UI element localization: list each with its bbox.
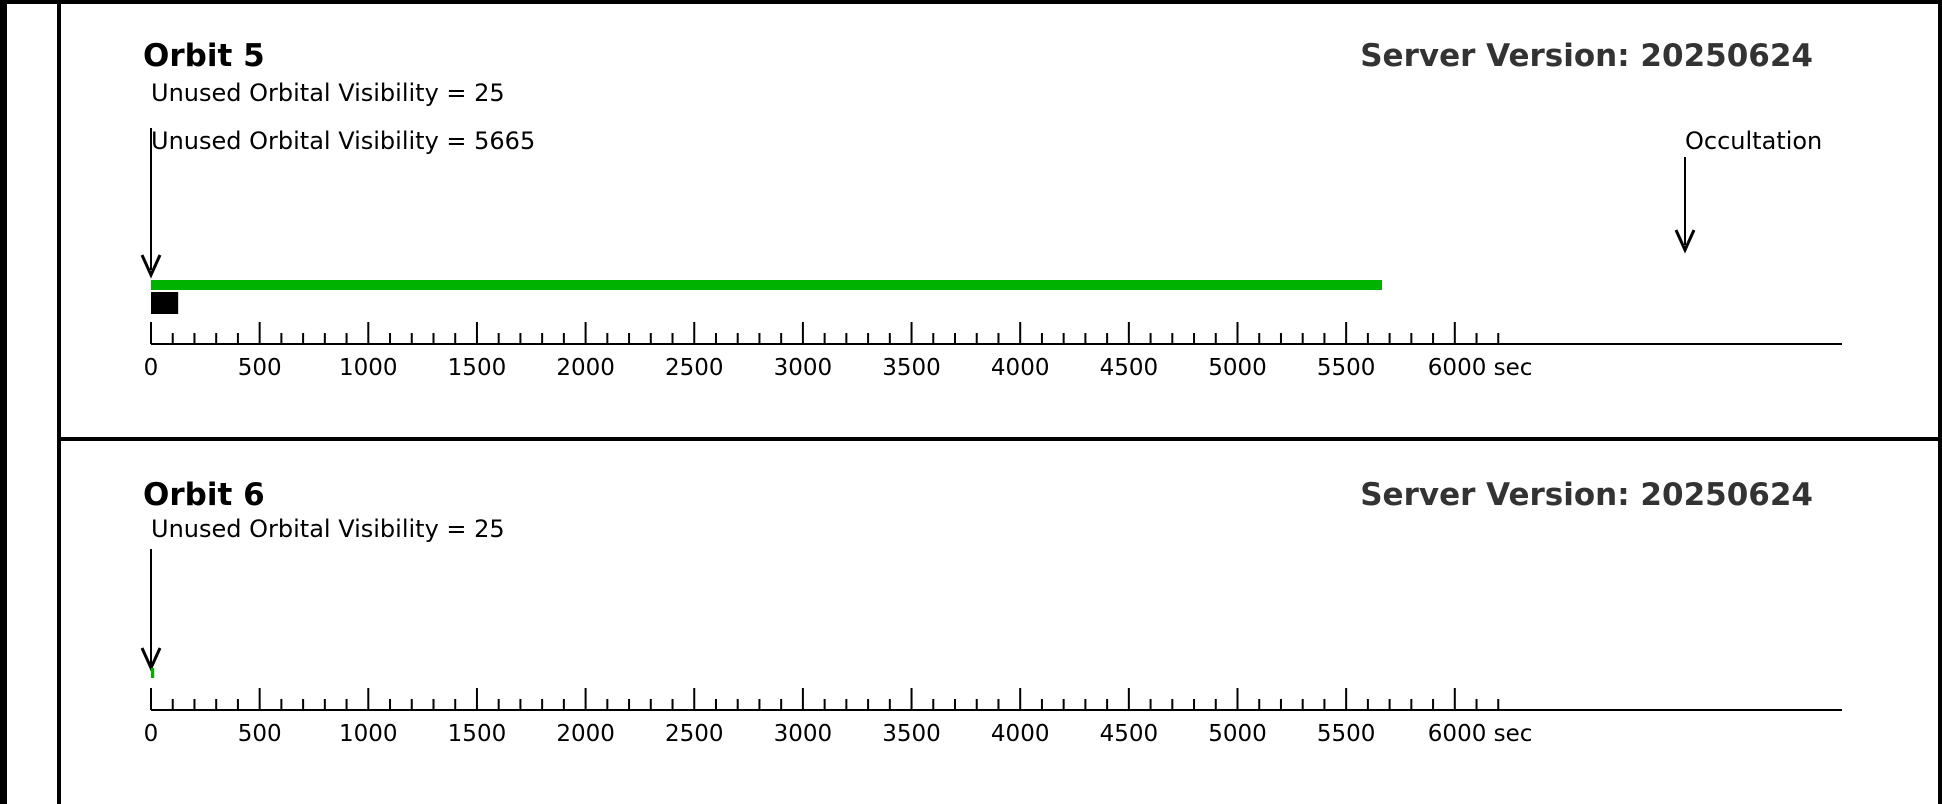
orbit-title: Orbit 6	[143, 477, 265, 513]
tick-label: 4000	[991, 355, 1050, 381]
tick-label: 1500	[448, 721, 507, 747]
orbit-title: Orbit 5	[143, 38, 265, 74]
tick-label: 3000	[774, 721, 833, 747]
visibility-green-bar	[151, 280, 1383, 290]
tick-label: 1000	[339, 721, 398, 747]
tick-label: 500	[238, 355, 282, 381]
occultation-arrow-head	[1674, 229, 1696, 254]
orbit-6-panel: Orbit 6 Server Version: 20250624 Unused …	[140, 477, 1842, 747]
tick-label: 1500	[448, 355, 507, 381]
tick-label: 4500	[1100, 721, 1159, 747]
unused-visibility-label: Unused Orbital Visibility = 25	[151, 515, 505, 543]
tick-label: 3500	[882, 355, 941, 381]
orbit-5-panel: Orbit 5 Server Version: 20250624 Unused …	[140, 38, 1842, 381]
tick-label: 5000	[1208, 721, 1267, 747]
time-axis: 0 500 1000 1500 2000 2500 3000 3500 4000 4500 5000…	[144, 322, 1842, 381]
tick-label: 3500	[882, 721, 941, 747]
tick-label: 4000	[991, 721, 1050, 747]
time-axis: 0 500 1000 1500 2000 2500 3000 3500 4000 4500 5000…	[144, 688, 1842, 747]
server-version: Server Version: 20250624	[1360, 477, 1813, 513]
orbit-divider	[57, 437, 1942, 441]
left-divider	[57, 0, 61, 804]
tick-label: 0	[144, 355, 159, 381]
tick-label: 2500	[665, 355, 724, 381]
unused-visibility-label-2: Unused Orbital Visibility = 5665	[151, 127, 535, 155]
tick-label: 2500	[665, 721, 724, 747]
tick-label: 5000	[1208, 355, 1267, 381]
tick-label: 3000	[774, 355, 833, 381]
tick-label: 6000 sec	[1428, 355, 1533, 381]
tick-label: 500	[238, 721, 282, 747]
visibility-arrow-head	[140, 254, 162, 279]
tick-label: 1000	[339, 355, 398, 381]
tick-label: 6000 sec	[1428, 721, 1533, 747]
tick-label: 0	[144, 721, 159, 747]
unused-visibility-label-1: Unused Orbital Visibility = 25	[151, 79, 505, 107]
tick-label: 2000	[556, 721, 615, 747]
server-version: Server Version: 20250624	[1360, 38, 1813, 74]
tick-label: 2000	[556, 355, 615, 381]
activity-black-bar	[151, 292, 179, 314]
tick-label: 4500	[1100, 355, 1159, 381]
occultation-label: Occultation	[1685, 127, 1822, 155]
tick-label: 5500	[1317, 721, 1376, 747]
tick-label: 5500	[1317, 355, 1376, 381]
visibility-green-bar	[151, 668, 155, 678]
